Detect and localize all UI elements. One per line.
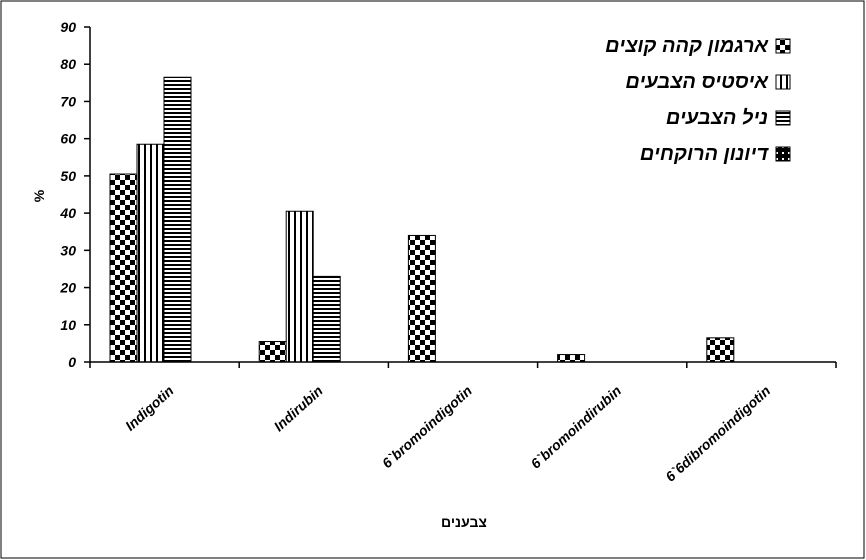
bars — [109, 76, 735, 363]
legend-swatch — [775, 74, 791, 90]
x-axis-title: צבענים — [441, 514, 487, 530]
y-tick-label: 0 — [68, 354, 76, 370]
legend-swatch — [775, 110, 791, 126]
y-axis-title: % — [31, 189, 47, 202]
y-axis-ticks: 0 10 20 30 40 50 60 70 80 90 — [59, 19, 90, 370]
legend-label: דיונון הרוקחים — [640, 143, 770, 165]
legend: ארגמון קהה קוצים איסטיס הצבעים ניל הצבעים ד… — [605, 35, 791, 165]
legend-label: ארגמון קהה קוצים — [605, 35, 769, 57]
bar-0-0 — [109, 173, 138, 363]
legend-label: איסטיס הצבעים — [625, 71, 769, 93]
legend-swatch — [775, 38, 791, 54]
y-tick-label: 60 — [60, 131, 76, 147]
bar-4-0 — [706, 337, 735, 363]
y-tick-label: 10 — [60, 317, 76, 333]
y-tick-label: 70 — [60, 93, 76, 109]
legend-label: ניל הצבעים — [666, 107, 768, 129]
y-tick-label: 90 — [60, 19, 76, 35]
bar-3-0 — [557, 354, 586, 363]
bar-0-1 — [136, 143, 165, 363]
y-tick-label: 20 — [59, 280, 76, 296]
y-tick-label: 80 — [60, 56, 76, 72]
bar-1-1 — [285, 210, 314, 363]
y-tick-label: 30 — [60, 242, 76, 258]
legend-swatch — [775, 146, 791, 162]
y-tick-label: 50 — [60, 168, 76, 184]
bar-0-2 — [163, 76, 192, 363]
bar-1-2 — [312, 275, 341, 363]
bar-1-0 — [258, 341, 287, 363]
bar-2-0 — [407, 234, 436, 363]
y-tick-label: 40 — [59, 205, 76, 221]
